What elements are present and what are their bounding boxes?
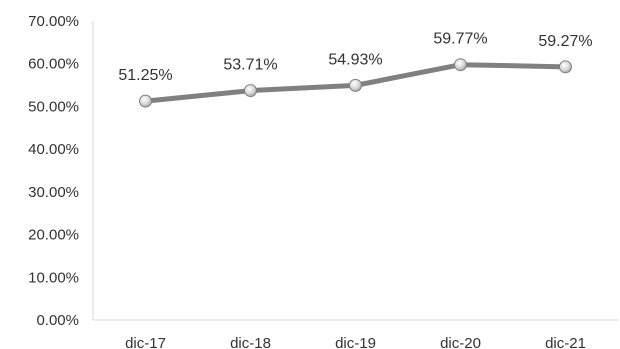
data-label: 54.93% bbox=[328, 51, 382, 68]
data-label: 59.27% bbox=[538, 33, 592, 50]
y-tick-label: 20.00% bbox=[28, 227, 79, 244]
x-tick-label: dic-20 bbox=[440, 335, 481, 349]
data-point bbox=[350, 79, 362, 91]
data-labels: 51.25% 53.71% 54.93% 59.77% 59.27% bbox=[118, 31, 592, 84]
y-tick-label: 40.00% bbox=[28, 141, 79, 158]
x-axis-tick-labels: dic-17 dic-18 dic-19 dic-20 dic-21 bbox=[125, 335, 586, 349]
data-point bbox=[560, 61, 572, 73]
x-tick-label: dic-17 bbox=[125, 335, 166, 349]
y-tick-label: 70.00% bbox=[28, 13, 79, 30]
data-label: 59.77% bbox=[433, 31, 487, 48]
y-tick-label: 0.00% bbox=[36, 312, 79, 329]
data-label: 51.25% bbox=[118, 67, 172, 84]
y-tick-label: 10.00% bbox=[28, 269, 79, 286]
y-tick-label: 50.00% bbox=[28, 98, 79, 115]
y-tick-label: 30.00% bbox=[28, 184, 79, 201]
data-point bbox=[455, 59, 467, 71]
data-label: 53.71% bbox=[223, 57, 277, 74]
y-axis-tick-labels: 0.00% 10.00% 20.00% 30.00% 40.00% 50.00% 60.00… bbox=[28, 13, 79, 329]
x-tick-label: dic-18 bbox=[230, 335, 271, 349]
x-tick-label: dic-19 bbox=[335, 335, 376, 349]
x-tick-label: dic-21 bbox=[545, 335, 586, 349]
data-point bbox=[245, 85, 257, 97]
y-tick-label: 60.00% bbox=[28, 56, 79, 73]
data-point bbox=[140, 95, 152, 107]
